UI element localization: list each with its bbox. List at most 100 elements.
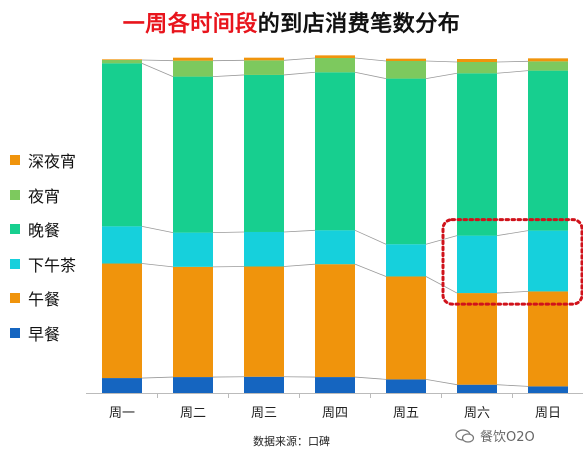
x-tick-label: 周四 bbox=[322, 406, 348, 421]
bar-segment bbox=[386, 379, 426, 393]
legend-label: 早餐 bbox=[28, 324, 61, 344]
bar-segment bbox=[315, 72, 355, 231]
bar-segment bbox=[457, 384, 497, 393]
bar-stack bbox=[457, 59, 497, 393]
bar-stack bbox=[386, 58, 426, 393]
legend-label: 午餐 bbox=[28, 290, 61, 310]
bar-stack bbox=[244, 57, 284, 393]
connector-line bbox=[283, 263, 316, 267]
x-tick-label: 周二 bbox=[180, 406, 206, 421]
bar-segment bbox=[528, 70, 568, 231]
bar-segment bbox=[457, 59, 497, 62]
connector-line bbox=[212, 231, 245, 234]
bar-segment bbox=[173, 232, 213, 267]
bar-segment bbox=[173, 377, 213, 393]
bar-segment bbox=[528, 291, 568, 387]
bar-segment bbox=[102, 378, 142, 393]
bar-segment bbox=[528, 386, 568, 393]
bar-segment bbox=[386, 276, 426, 380]
bar-segment bbox=[315, 230, 355, 265]
connector-line bbox=[425, 72, 458, 79]
legend-swatch bbox=[10, 155, 20, 166]
bar-segment bbox=[102, 59, 142, 61]
bar-segment bbox=[244, 60, 284, 75]
bar-segment bbox=[528, 58, 568, 62]
connector-line bbox=[354, 376, 387, 380]
connector-line bbox=[496, 230, 529, 237]
bar-segment bbox=[457, 235, 497, 294]
x-tick-label: 周六 bbox=[464, 406, 490, 421]
connector-line bbox=[141, 263, 174, 268]
bar-segment bbox=[528, 230, 568, 292]
bar-segment bbox=[457, 73, 497, 236]
highlight-box bbox=[441, 218, 583, 306]
bar-stack bbox=[102, 59, 142, 393]
connector-lines bbox=[141, 57, 529, 387]
bar-segment bbox=[102, 263, 142, 379]
connector-line bbox=[141, 62, 174, 77]
connector-line bbox=[354, 263, 387, 277]
bar-stack bbox=[173, 57, 213, 393]
bar-segment bbox=[173, 57, 213, 61]
bar-stack bbox=[528, 58, 568, 393]
x-tick-label: 周一 bbox=[109, 406, 135, 421]
connector-line bbox=[212, 74, 245, 78]
connector-line bbox=[425, 235, 458, 245]
legend-item: 下午茶 bbox=[10, 247, 76, 282]
legend-swatch bbox=[10, 258, 20, 269]
x-tick-label: 周五 bbox=[393, 406, 419, 421]
connector-line bbox=[283, 57, 316, 61]
bar-segment bbox=[315, 55, 355, 59]
legend-swatch bbox=[10, 327, 20, 338]
x-tick-label: 周日 bbox=[535, 406, 561, 421]
bar-stack bbox=[315, 55, 355, 393]
bar-segment bbox=[528, 61, 568, 71]
legend-item: 深夜宵 bbox=[10, 143, 76, 178]
legend-item: 早餐 bbox=[10, 316, 76, 351]
legend-swatch bbox=[10, 224, 20, 235]
legend-item: 晚餐 bbox=[10, 212, 76, 247]
legend-swatch bbox=[10, 293, 20, 304]
x-tick-label: 周三 bbox=[251, 406, 277, 421]
source-note: 数据来源：口碑 bbox=[253, 435, 330, 448]
connector-line bbox=[496, 70, 529, 74]
bar-segment bbox=[244, 231, 284, 267]
chart-title-rest: 的到店消费笔数分布 bbox=[257, 12, 461, 37]
bar-segment bbox=[315, 377, 355, 393]
bar-segment bbox=[315, 58, 355, 73]
chart-title-highlight: 一周各时间段 bbox=[122, 12, 258, 37]
bar-segment bbox=[386, 58, 426, 61]
connector-line bbox=[425, 60, 458, 63]
bar-segment bbox=[386, 244, 426, 277]
connector-line bbox=[283, 229, 316, 233]
bar-segment bbox=[102, 63, 142, 227]
connector-line bbox=[354, 229, 387, 245]
bar-segment bbox=[102, 60, 142, 64]
bar-segment bbox=[173, 60, 213, 77]
legend-label: 深夜宵 bbox=[28, 152, 77, 172]
bar-segment bbox=[244, 74, 284, 232]
bar-segment bbox=[102, 226, 142, 264]
connector-line bbox=[141, 59, 174, 62]
connector-line bbox=[354, 57, 387, 62]
connector-line bbox=[496, 60, 529, 63]
connector-line bbox=[496, 291, 529, 294]
bar-segment bbox=[457, 293, 497, 385]
bar-segment bbox=[457, 61, 497, 74]
chart-legend: 深夜宵夜宵晚餐 下午茶午餐早餐 bbox=[10, 143, 76, 350]
legend-label: 夜宵 bbox=[28, 186, 61, 206]
legend-swatch bbox=[10, 189, 20, 200]
bar-segment bbox=[386, 78, 426, 245]
legend-item: 午餐 bbox=[10, 281, 76, 316]
bar-segment bbox=[244, 266, 284, 377]
connector-line bbox=[141, 225, 174, 234]
connector-line bbox=[425, 378, 458, 386]
bar-segment bbox=[315, 264, 355, 378]
bar-segment bbox=[173, 76, 213, 233]
bar-segment bbox=[244, 57, 284, 61]
connector-line bbox=[354, 71, 387, 79]
connector-line bbox=[283, 71, 316, 76]
connector-line bbox=[496, 384, 529, 387]
wechat-icon bbox=[455, 428, 475, 443]
watermark: 餐饮O2O bbox=[455, 426, 535, 445]
